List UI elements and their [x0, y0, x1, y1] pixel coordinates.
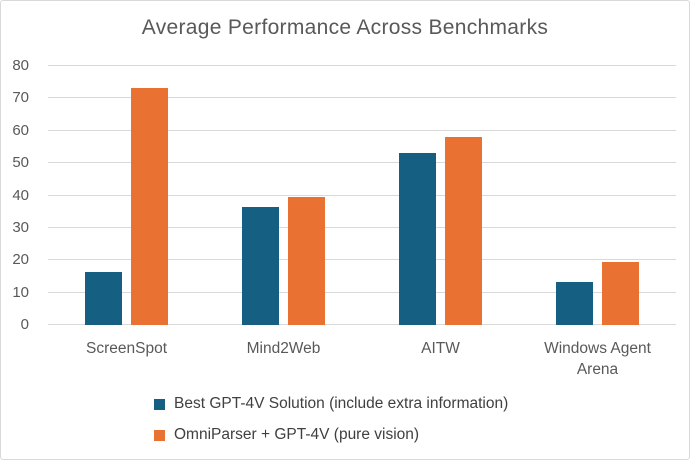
bar-series2-3: [602, 262, 639, 325]
chart-title: Average Performance Across Benchmarks: [141, 16, 549, 39]
bar-series2-1: [288, 197, 325, 325]
x-axis-label-text: Windows Agent Arena: [544, 340, 651, 378]
plot-area: 0 10 20 30 40 50 60 70 80: [12, 57, 676, 333]
y-axis-tick-label: 20: [12, 251, 29, 268]
bar-group-3: [519, 65, 676, 325]
x-axis-label-text: AITW: [421, 340, 460, 357]
bar-series1-3: [556, 282, 593, 325]
bar-series1-2: [399, 153, 436, 325]
legend-item-1: Best GPT-4V Solution (include extra info…: [154, 395, 689, 413]
x-axis-label-text: ScreenSpot: [86, 340, 167, 357]
x-axis-label-text: Mind2Web: [246, 340, 321, 357]
gridline-10: [48, 292, 676, 293]
bar-group-0: [48, 65, 205, 325]
y-axis-tick-label: 30: [12, 219, 29, 236]
y-axis-tick-label: 10: [12, 284, 29, 301]
gridline-40: [48, 195, 676, 196]
legend: Best GPT-4V Solution (include extra info…: [1, 395, 689, 444]
gridline-80: [48, 65, 676, 66]
y-axis-tick-label: 50: [12, 154, 29, 171]
bar-series1-1: [242, 207, 279, 325]
x-axis-label-1: Mind2Web: [205, 338, 362, 380]
legend-swatch-icon: [154, 429, 165, 441]
gridline-60: [48, 130, 676, 131]
gridline-0: [48, 324, 676, 325]
y-axis-tick-label: 0: [20, 316, 29, 333]
gridline-70: [48, 97, 676, 98]
bar-series1-0: [85, 272, 122, 325]
x-axis-label-2: AITW: [362, 338, 519, 380]
x-axis-category-labels: ScreenSpot Mind2Web AITW Windows Agent Aren…: [48, 325, 676, 380]
gridline-50: [48, 162, 676, 163]
bar-series2-2: [445, 137, 482, 325]
y-axis-tick-label: 40: [12, 187, 29, 204]
legend-swatch-icon: [154, 398, 165, 410]
gridline-30: [48, 227, 676, 228]
gridline-20: [48, 259, 676, 260]
bar-series2-0: [131, 88, 168, 325]
y-axis-tick-label: 70: [12, 89, 29, 106]
legend-label: Best GPT-4V Solution (include extra info…: [174, 395, 509, 412]
legend-label: OmniParser + GPT-4V (pure vision): [174, 426, 420, 443]
y-axis-tick-label: 80: [12, 57, 29, 74]
x-axis-label-0: ScreenSpot: [48, 338, 205, 380]
legend-item-2: OmniParser + GPT-4V (pure vision): [154, 426, 689, 444]
bar-group-1: [205, 65, 362, 325]
bar-group-2: [362, 65, 519, 325]
x-axis-label-3: Windows Agent Arena: [519, 338, 676, 380]
y-axis-tick-label: 60: [12, 122, 29, 139]
